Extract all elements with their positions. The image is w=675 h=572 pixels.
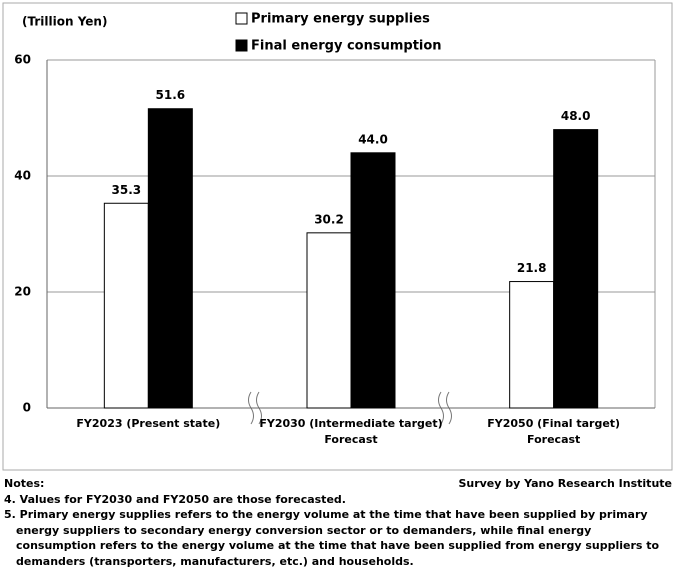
- legend-label: Final energy consumption: [251, 39, 442, 54]
- bar: [103, 202, 149, 409]
- note: 5. Primary energy supplies refers to the…: [4, 508, 660, 568]
- x-tick-label: FY2023 (Present state): [76, 417, 220, 430]
- legend-swatch: [235, 39, 248, 52]
- source: Survey by Yano Research Institute: [458, 477, 672, 490]
- value-label: 51.6: [156, 88, 186, 102]
- legend-label: Primary energy supplies: [251, 12, 430, 27]
- value-label: 48.0: [561, 109, 591, 123]
- chart: (Trillion Yen) Primary energy supplies F…: [2, 2, 673, 471]
- y-tick-label: 20: [14, 285, 31, 299]
- bar: [350, 152, 396, 409]
- notes: Notes: Survey by Yano Research Institute…: [4, 476, 672, 569]
- note: 4. Values for FY2030 and FY2050 are thos…: [4, 492, 346, 506]
- notes-heading: Notes:: [4, 477, 45, 490]
- value-label: 30.2: [314, 212, 344, 226]
- x-tick-label: FY2030 (Intermediate target) Forecast: [259, 417, 442, 446]
- y-axis-label: (Trillion Yen): [22, 15, 107, 29]
- value-label: 44.0: [358, 132, 388, 146]
- legend-swatch: [235, 12, 248, 25]
- y-tick-label: 60: [14, 53, 31, 67]
- x-tick-label: FY2050 (Final target) Forecast: [487, 417, 620, 446]
- bar: [509, 281, 555, 409]
- bar: [147, 108, 193, 409]
- bar: [553, 129, 599, 409]
- value-label: 21.8: [517, 261, 547, 275]
- chart-border: [2, 2, 673, 471]
- bar: [306, 232, 352, 409]
- value-label: 35.3: [112, 183, 142, 197]
- y-tick-label: 0: [23, 401, 31, 415]
- y-tick-label: 40: [14, 169, 31, 183]
